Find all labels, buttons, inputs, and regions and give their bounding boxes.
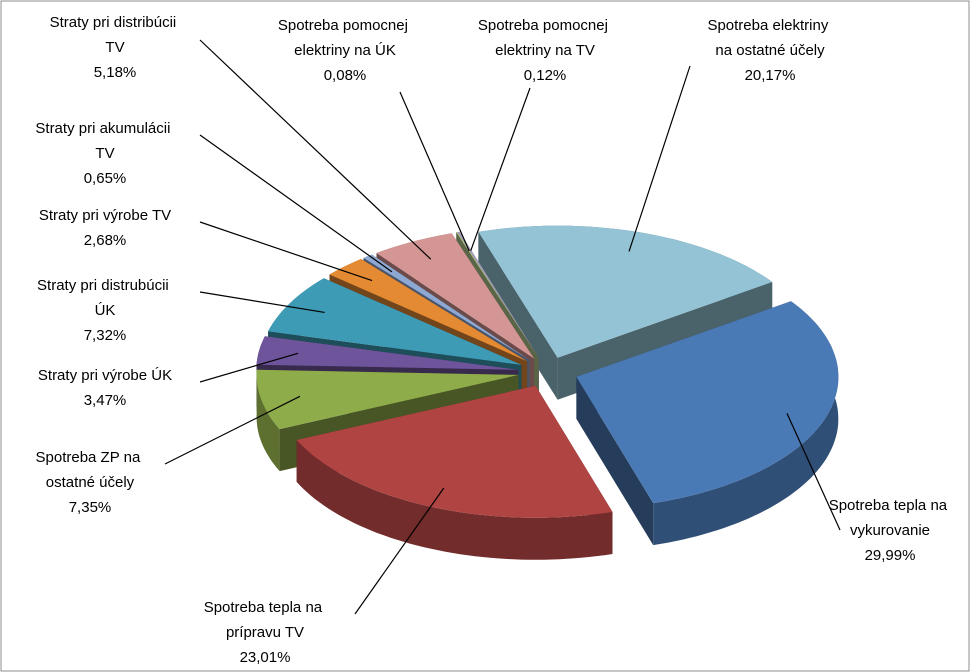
slice-label: Spotreba pomocnej elektriny na TV [478, 17, 612, 59]
slice-side [653, 301, 839, 546]
slice-label: Straty pri výrobe TV [39, 207, 171, 224]
slice-value-label: 5,18% [94, 64, 137, 81]
leader-line [354, 487, 445, 615]
leader-line [199, 221, 373, 282]
slice-label: Spotreba tepla na vykurovanie [829, 497, 952, 539]
slice [363, 254, 530, 361]
slice-value-label: 0,08% [324, 67, 367, 84]
leader-line [199, 39, 432, 260]
slice-value-label: 2,68% [84, 232, 127, 249]
slice [268, 278, 522, 365]
slice-value-label: 7,35% [69, 499, 112, 516]
slice [376, 233, 535, 359]
slice-label: Spotreba elektriny na ostatné účely [707, 17, 832, 59]
slice-label: Spotreba ZP na ostatné účely [36, 449, 145, 491]
slice-value-label: 23,01% [240, 649, 291, 666]
slice [256, 369, 519, 430]
slice [457, 231, 539, 358]
leader-line [628, 65, 691, 252]
slice [329, 259, 528, 362]
slice-side [256, 369, 280, 472]
leader-line [786, 413, 841, 531]
slice-label: Straty pri výrobe ÚK [38, 367, 172, 384]
leader-line [470, 87, 531, 251]
leader-line [399, 91, 470, 252]
slice [296, 385, 613, 518]
leader-line [164, 395, 301, 465]
slice-value-label: 20,17% [745, 67, 796, 84]
slice-value-label: 0,12% [524, 67, 567, 84]
slice-value-label: 3,47% [84, 392, 127, 409]
slice-side [576, 376, 654, 546]
slice-value-label: 29,99% [865, 547, 916, 564]
slice [478, 225, 773, 358]
slice-label: Straty pri distrubúcii ÚK [37, 277, 173, 319]
leader-line [199, 352, 299, 383]
slice-side [296, 440, 613, 560]
slice-label: Straty pri distribúcii TV [50, 14, 181, 56]
slice-label: Spotreba tepla na prípravu TV [204, 599, 327, 641]
leader-line [199, 291, 325, 314]
slice [256, 336, 519, 370]
leader-line [199, 134, 393, 273]
slice-value-label: 7,32% [84, 327, 127, 344]
slice-label: Spotreba pomocnej elektriny na ÚK [278, 17, 412, 59]
slice [576, 301, 839, 504]
slice-value-label: 0,65% [84, 170, 127, 187]
slice [456, 232, 539, 358]
slice-label: Straty pri akumulácii TV [35, 120, 174, 162]
